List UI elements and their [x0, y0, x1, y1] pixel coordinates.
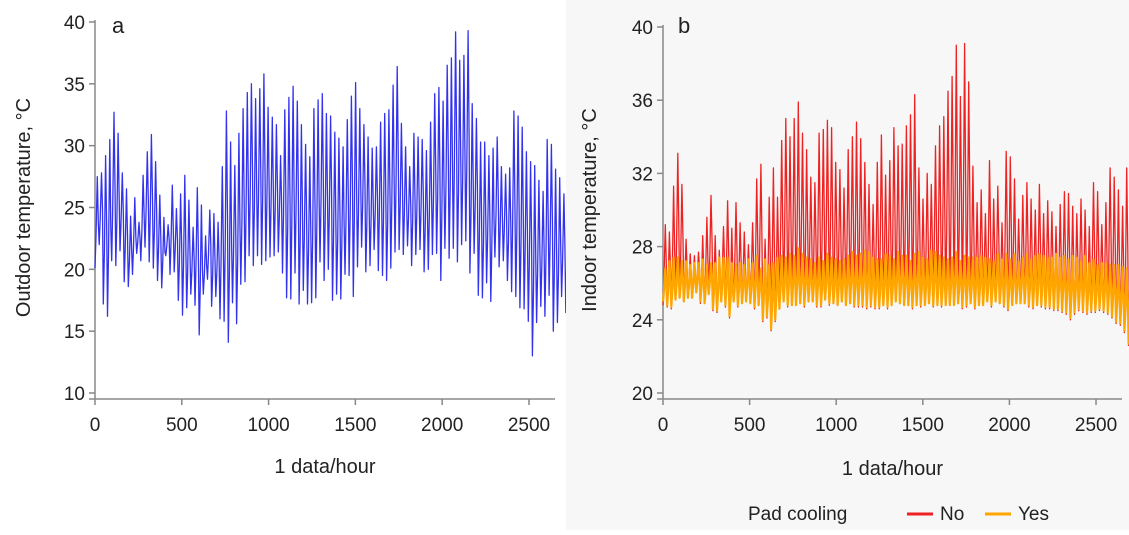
panel-b-y-label: Indoor temperature, °C: [579, 108, 601, 312]
panel-a-series-group: [94, 30, 638, 366]
panel-a-ytick-label: 30: [64, 137, 85, 158]
panel-a: 10 15 20 25 30 35 40 0 500 1000 1500 2000 2500 a 1 d…: [13, 13, 638, 478]
panel-b-ticks: 20 24 28 32 36 40 0 500 1000 1500 2000 2500: [632, 18, 1117, 436]
panel-b-xtick-label: 1500: [902, 415, 944, 436]
panel-a-y-label: Outdoor temperature, °C: [13, 98, 35, 317]
legend-title: Pad cooling: [748, 504, 847, 525]
panel-a-series-line: [94, 30, 638, 366]
panel-b-xtick-label: 1000: [815, 415, 857, 436]
panel-b-xtick-label: 500: [734, 415, 766, 436]
panel-b-ytick-label: 24: [632, 311, 654, 332]
panel-a-ticks: 10 15 20 25 30 35 40 0 500 1000 1500 2000 2500: [64, 13, 550, 436]
panel-b-xtick-label: 0: [658, 415, 669, 436]
panel-b-ytick-label: 40: [632, 18, 653, 39]
panel-a-ytick-label: 35: [64, 75, 85, 96]
panel-b-series-group: [661, 42, 1129, 347]
panel-a-x-label: 1 data/hour: [274, 456, 376, 478]
panel-a-xtick-label: 2000: [421, 415, 463, 436]
panel-b-ytick-label: 20: [632, 384, 653, 405]
panel-a-ytick-label: 20: [64, 260, 85, 281]
panel-b: 20 24 28 32 36 40 0 500 1000 1500 2000 2500 b 1 dat…: [566, 0, 1129, 530]
panel-a-xtick-label: 0: [90, 415, 101, 436]
panel-b-x-label: 1 data/hour: [842, 458, 944, 480]
panel-a-ytick-label: 40: [64, 13, 85, 34]
panel-a-xtick-label: 1500: [334, 415, 376, 436]
panel-a-xtick-label: 500: [166, 415, 198, 436]
legend-label-no: No: [940, 504, 964, 525]
panel-b-ytick-label: 28: [632, 238, 653, 259]
panel-b-ytick-label: 36: [632, 91, 653, 112]
panel-b-letter: b: [678, 13, 690, 38]
panel-a-ytick-label: 25: [64, 199, 85, 220]
legend-label-yes: Yes: [1018, 504, 1049, 525]
panel-b-xtick-label: 2500: [1075, 415, 1117, 436]
legend: Pad cooling No Yes: [748, 504, 1049, 525]
panel-a-ytick-label: 15: [64, 322, 85, 343]
panel-b-ytick-label: 32: [632, 164, 653, 185]
panel-b-xtick-label: 2000: [988, 415, 1030, 436]
panel-b-series-yes-line: [661, 247, 1129, 345]
panel-a-ytick-label: 10: [64, 384, 85, 405]
panel-a-xtick-label: 1000: [247, 415, 289, 436]
panel-a-letter: a: [112, 13, 125, 38]
panel-a-xtick-label: 2500: [508, 415, 550, 436]
